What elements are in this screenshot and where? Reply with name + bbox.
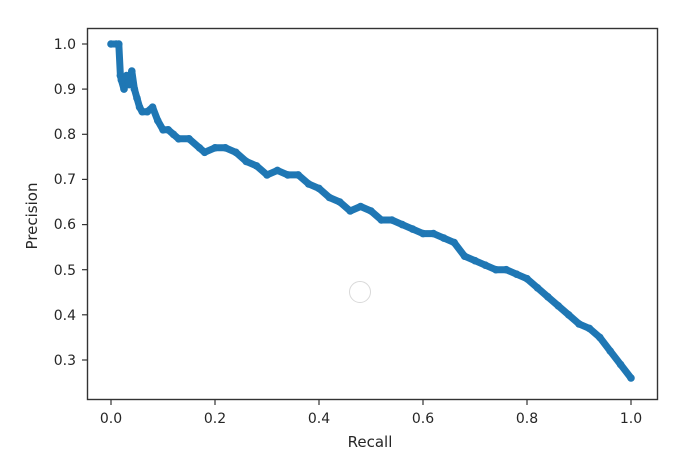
data-point-marker: [143, 107, 152, 116]
data-point-marker: [117, 76, 126, 84]
y-tick-label: 1.0: [54, 37, 76, 53]
data-point-marker: [130, 85, 139, 93]
data-point-marker: [174, 135, 183, 143]
data-point-marker: [242, 157, 250, 166]
data-point-marker: [133, 94, 141, 102]
data-point-marker: [200, 148, 209, 157]
y-tick-label: 0.7: [54, 172, 76, 188]
x-tick-label: 0.0: [100, 411, 122, 427]
y-tick-label: 0.8: [54, 127, 76, 143]
data-point-marker: [122, 71, 131, 80]
data-point-marker: [315, 184, 323, 193]
x-tick-label: 0.4: [308, 411, 330, 427]
data-point-marker: [388, 216, 396, 224]
data-point-marker: [221, 144, 230, 152]
data-point-marker: [148, 103, 157, 111]
y-axis: 1.0 0.9 0.8 0.7 0.6 0.5 0.4 0.3 Precisio…: [23, 37, 88, 369]
x-tick-label: 0.8: [516, 411, 538, 427]
data-point-marker: [107, 40, 115, 48]
data-point-marker: [336, 198, 344, 206]
x-axis: 0.0 0.2 0.4 0.6 0.8 1.0 Recall: [100, 399, 642, 451]
data-point-marker: [616, 360, 625, 369]
data-point-marker: [596, 333, 604, 342]
data-point-marker: [356, 202, 365, 211]
x-tick-label: 0.2: [204, 411, 226, 427]
data-point-marker: [554, 302, 562, 310]
data-point-marker: [125, 80, 133, 89]
data-point-marker: [460, 252, 469, 260]
data-point-marker: [450, 238, 459, 247]
cursor-indicator: [349, 281, 371, 303]
data-point-marker: [471, 256, 479, 265]
data-point-marker: [544, 293, 552, 301]
data-point-marker: [419, 229, 427, 238]
data-point-marker: [159, 126, 167, 134]
y-tick-label: 0.9: [54, 82, 76, 98]
y-tick-label: 0.3: [54, 353, 76, 369]
data-point-marker: [164, 126, 172, 134]
data-point-marker: [325, 193, 334, 202]
data-point-marker: [606, 347, 614, 355]
pr-curve-series: [107, 40, 635, 382]
data-point-marker: [273, 166, 282, 175]
x-tick-label: 0.6: [412, 411, 434, 427]
data-point-marker: [232, 148, 240, 157]
data-point-marker: [138, 107, 146, 116]
data-point-marker: [169, 130, 178, 139]
data-point-marker: [211, 144, 219, 152]
data-point-marker: [377, 216, 386, 224]
data-point-marker: [523, 274, 531, 283]
data-point-marker: [294, 171, 303, 179]
data-point-marker: [128, 67, 136, 75]
x-axis-label: Recall: [348, 433, 393, 451]
y-tick-label: 0.4: [54, 308, 76, 324]
data-point-marker: [263, 171, 271, 179]
data-point-marker: [185, 135, 193, 143]
data-point-marker: [304, 180, 313, 188]
data-point-marker: [398, 220, 407, 229]
y-axis-label: Precision: [23, 183, 41, 250]
data-point-marker: [367, 207, 375, 215]
data-point-marker: [533, 284, 542, 292]
data-point-marker: [585, 324, 594, 333]
data-point-marker: [115, 40, 123, 48]
data-point-marker: [154, 116, 162, 125]
data-point-marker: [492, 265, 500, 274]
data-point-marker: [502, 265, 511, 274]
data-point-marker: [429, 229, 438, 238]
y-tick-label: 0.5: [54, 263, 76, 279]
data-point-marker: [564, 311, 573, 319]
data-point-marker: [120, 85, 128, 93]
data-point-marker: [627, 374, 635, 382]
data-point-marker: [195, 144, 204, 152]
data-point-marker: [440, 234, 448, 242]
data-point-marker: [575, 320, 583, 328]
data-point-marker: [481, 261, 490, 270]
y-tick-label: 0.6: [54, 217, 76, 233]
data-point-marker: [346, 207, 355, 215]
pr-curve-line: [107, 40, 635, 382]
data-point-marker: [408, 225, 417, 233]
data-point-marker: [512, 270, 521, 279]
x-tick-label: 1.0: [620, 411, 642, 427]
data-point-marker: [284, 171, 292, 179]
data-point-marker: [252, 162, 261, 170]
